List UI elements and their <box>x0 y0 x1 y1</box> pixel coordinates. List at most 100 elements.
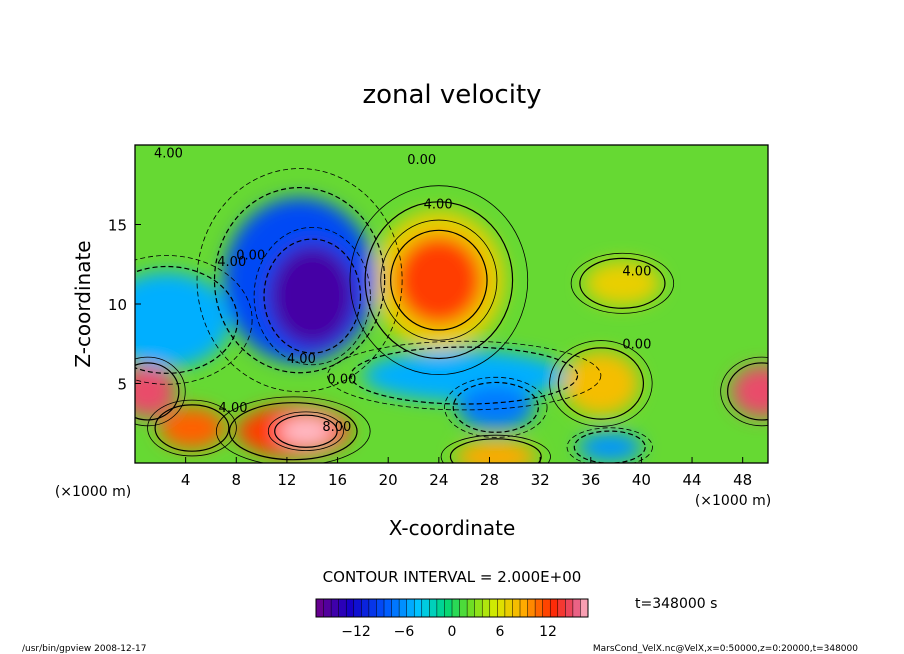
contour-line <box>549 340 653 427</box>
contour-line <box>327 340 602 411</box>
contour-line <box>449 438 542 463</box>
contour-label: 4.00 <box>217 255 246 270</box>
contour-line <box>228 402 358 461</box>
colorbar-cell <box>368 599 377 617</box>
colorbar-cell <box>436 599 445 617</box>
colorbar-cell <box>572 599 581 617</box>
contour-label: 8.00 <box>322 420 351 435</box>
contour-label: 0.00 <box>622 338 651 353</box>
colorbar-cell <box>346 599 355 617</box>
colorbar-cell <box>323 599 332 617</box>
contour-line <box>135 265 239 374</box>
colorbar-cell <box>580 599 589 617</box>
field-feature-3 <box>457 385 534 430</box>
contour-line <box>452 381 539 433</box>
x-axis-label: X-coordinate <box>389 516 516 540</box>
contour-label: 0.00 <box>236 248 265 263</box>
field-feature-10 <box>395 235 482 325</box>
x-tick-label: 48 <box>733 471 752 489</box>
colorbar-cell <box>421 599 430 617</box>
contour-line <box>154 404 230 452</box>
x-tick-label: 20 <box>379 471 398 489</box>
colorbar-cell <box>444 599 453 617</box>
contour-label: 4.00 <box>219 401 248 416</box>
colorbar-cell <box>376 599 385 617</box>
chart-title: zonal velocity <box>362 80 541 110</box>
y-tick-label: 10 <box>108 296 127 314</box>
field-feature-8 <box>455 440 537 463</box>
contour-line <box>557 347 645 420</box>
contour-line <box>274 414 338 448</box>
contour-line <box>364 201 514 360</box>
contour-line <box>253 226 371 366</box>
x-unit-note-right: (×1000 m) <box>695 493 771 509</box>
colorbar-cell <box>399 599 407 617</box>
contour-line <box>566 427 653 463</box>
colorbar-tick-label: 0 <box>448 624 457 640</box>
contour-line <box>349 185 529 375</box>
contour-label: 4.00 <box>622 264 651 279</box>
colorbar-tick-label: 6 <box>496 624 505 640</box>
plot-area: 4.00 0.004.004.000.004.004.000.004.008.00… <box>134 144 769 464</box>
field-feature-13 <box>135 366 176 417</box>
colorbar-cell <box>406 599 415 617</box>
footer-left: /usr/bin/gpview 2008-12-17 <box>22 644 146 654</box>
contour-line <box>267 411 344 451</box>
contour-line <box>350 346 579 405</box>
field-feature-6 <box>562 351 639 416</box>
colorbar-cell <box>361 599 370 617</box>
contour-line <box>135 362 180 421</box>
x-tick-label: 8 <box>232 471 242 489</box>
colorbar-tick-label: 12 <box>539 624 557 640</box>
x-tick-label: 24 <box>429 471 448 489</box>
field-feature-9 <box>159 407 225 449</box>
colorbar-cell <box>429 599 438 617</box>
field-feature-1 <box>135 272 230 368</box>
contour-line <box>380 219 498 341</box>
contour-line <box>440 434 551 463</box>
x-tick-label: 36 <box>581 471 600 489</box>
contour-line <box>147 399 237 457</box>
contour-line <box>135 255 253 385</box>
x-unit-note-left: (×1000 m) <box>55 484 131 500</box>
contour-line <box>263 238 362 354</box>
colorbar-cell <box>467 599 475 617</box>
contour-label: 0.00 <box>327 373 356 388</box>
colorbar-cell <box>391 599 400 617</box>
field-feature-2 <box>578 432 642 462</box>
contour-line <box>390 229 488 331</box>
contour-interval-label: CONTOUR INTERVAL = 2.000E+00 <box>323 568 582 586</box>
field-feature-5 <box>584 261 661 306</box>
x-tick-label: 32 <box>531 471 550 489</box>
colorbar-cell <box>452 599 460 617</box>
colorbar-cell <box>414 599 423 617</box>
y-tick-label: 15 <box>108 217 127 235</box>
y-tick-label: 5 <box>117 376 127 394</box>
contour-label: 0.00 <box>407 153 436 168</box>
colorbar-tick-label: −6 <box>394 624 415 640</box>
contour-line <box>196 168 403 393</box>
contour-label: 4.00 <box>424 198 453 213</box>
contour-label: 4.00 <box>287 352 316 367</box>
colorbar-cell <box>353 599 362 617</box>
colorbar-cell <box>459 599 468 617</box>
colorbar-cell <box>565 599 574 617</box>
colorbar <box>315 598 589 618</box>
field-feature-0 <box>362 350 566 401</box>
colorbar-cell <box>550 599 559 617</box>
contour-line <box>215 396 371 463</box>
colorbar-cell <box>331 599 339 617</box>
colorbar-cell <box>527 599 536 617</box>
colorbar-frame <box>315 598 589 618</box>
colorbar-cell <box>542 599 551 617</box>
contour-label: 4.00 <box>154 147 183 162</box>
footer-right: MarsCond_VelX.nc@VelX,x=0:50000,z=0:2000… <box>593 644 858 654</box>
time-label: t=348000 s <box>635 596 717 612</box>
field-feature-14 <box>731 366 768 417</box>
colorbar-cell <box>497 599 506 617</box>
contour-line <box>444 376 548 438</box>
colorbar-cell <box>535 599 543 617</box>
x-tick-label: 28 <box>480 471 499 489</box>
contour-line <box>579 257 666 309</box>
colorbar-cell <box>512 599 521 617</box>
